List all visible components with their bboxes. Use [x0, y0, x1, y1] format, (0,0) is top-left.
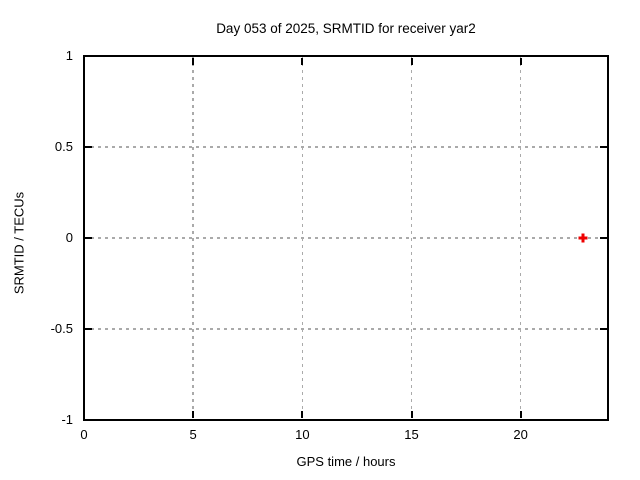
x-axis-title: GPS time / hours [296, 454, 396, 469]
y-tick-label-0: 0 [65, 230, 73, 245]
x-tick-label-0: 0 [80, 427, 88, 442]
chart-title: Day 053 of 2025, SRMTID for receiver yar… [216, 21, 476, 36]
x-tick-label-20: 20 [513, 427, 528, 442]
x-tick-top-15 [410, 58, 413, 65]
x-tick-label-5: 5 [189, 427, 197, 442]
x-tick-top-20 [519, 58, 522, 65]
x-tick-bottom-20 [519, 411, 522, 418]
data-point-marker [578, 233, 588, 243]
y-tick-left-0 [85, 237, 92, 239]
y-tick-right-0.5 [600, 146, 607, 148]
y-tick-left--0.5 [85, 328, 92, 330]
x-tick-top-5 [192, 58, 195, 65]
y-tick-right-0 [600, 237, 607, 239]
y-tick-label-0.5: 0.5 [54, 139, 73, 154]
gridline-y--0.5 [84, 328, 608, 330]
x-tick-label-15: 15 [404, 427, 419, 442]
y-tick-right--0.5 [600, 328, 607, 330]
x-tick-label-10: 10 [295, 427, 310, 442]
y-tick-left-0.5 [85, 146, 92, 148]
y-tick-label--0.5: -0.5 [50, 321, 73, 336]
y-tick-label-1: 1 [65, 48, 73, 63]
gridline-y-0.5 [84, 146, 608, 148]
x-tick-top-10 [301, 58, 304, 65]
x-tick-bottom-5 [192, 411, 195, 418]
gridline-y-0 [84, 237, 608, 239]
plot-area [83, 55, 609, 421]
x-tick-bottom-10 [301, 411, 304, 418]
x-tick-bottom-15 [410, 411, 413, 418]
y-tick-label--1: -1 [61, 412, 73, 427]
